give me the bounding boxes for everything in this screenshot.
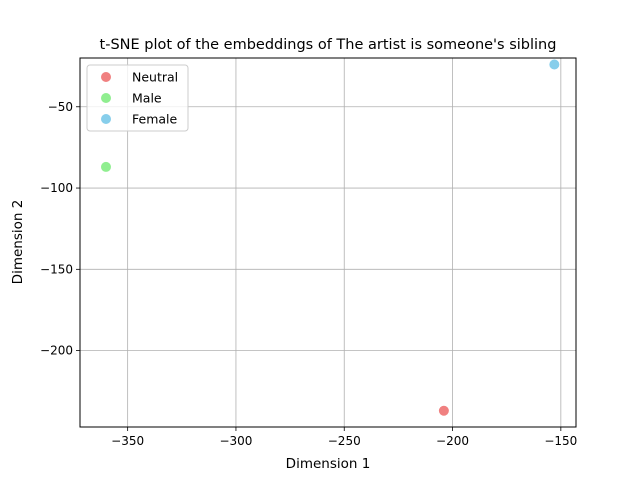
plot-frame bbox=[79, 57, 577, 428]
legend-label-neutral: Neutral bbox=[132, 70, 178, 85]
y-axis-label: Dimension 2 bbox=[10, 200, 26, 285]
legend-marker-male bbox=[101, 93, 111, 103]
x-tick-label: −150 bbox=[544, 434, 577, 448]
x-tick-label: −300 bbox=[219, 434, 252, 448]
data-points bbox=[100, 59, 560, 416]
point-female bbox=[549, 59, 560, 70]
x-tick-label: −350 bbox=[111, 434, 144, 448]
legend-box bbox=[86, 64, 189, 132]
legend-marker-neutral bbox=[101, 72, 111, 82]
x-tick-label: −200 bbox=[436, 434, 469, 448]
grid-lines bbox=[80, 58, 576, 427]
legend-marker-female bbox=[101, 114, 111, 124]
y-tick-label: −150 bbox=[40, 262, 73, 276]
point-neutral bbox=[438, 405, 449, 416]
x-axis-label: Dimension 1 bbox=[286, 456, 371, 472]
y-tick-label: −50 bbox=[48, 100, 73, 114]
axis-ticks: −350 −300 −250 −200 −150 −50 −100 −150 −200 bbox=[40, 100, 577, 448]
legend-label-female: Female bbox=[132, 112, 178, 127]
legend: Neutral Male Female bbox=[86, 64, 189, 132]
chart-title: t-SNE plot of the embeddings of The arti… bbox=[100, 37, 557, 53]
point-male bbox=[100, 161, 111, 172]
x-tick-label: −250 bbox=[328, 434, 361, 448]
y-tick-label: −100 bbox=[40, 181, 73, 195]
y-tick-label: −200 bbox=[40, 344, 73, 358]
legend-label-male: Male bbox=[132, 91, 162, 106]
